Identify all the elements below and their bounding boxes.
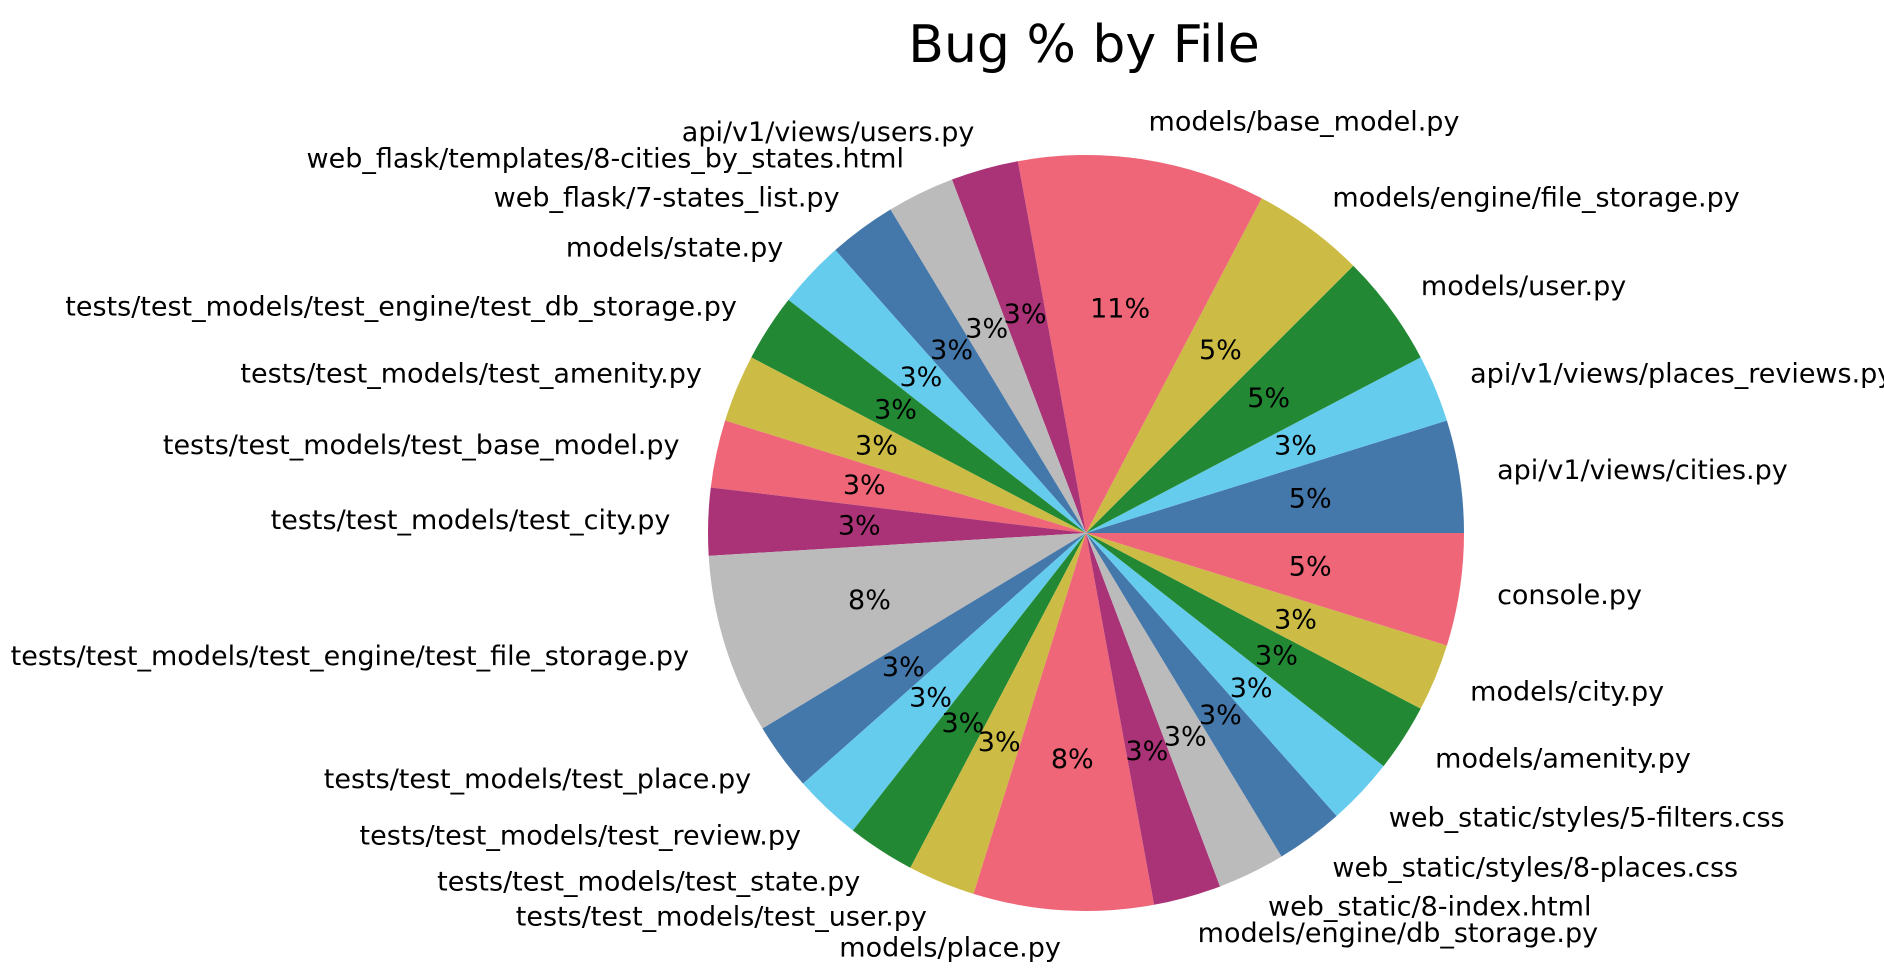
slice-category-label: tests/test_models/test_state.py [437,867,860,898]
pie-slice [951,161,1086,533]
pie-slice [708,533,1086,729]
slice-percent-label: 3% [838,511,881,542]
pie-slice [725,357,1086,533]
slice-percent-label: 3% [874,394,917,425]
pie-slice [1086,357,1447,533]
slice-category-label: tests/test_models/test_place.py [324,764,751,795]
slice-percent-label: 8% [848,585,891,616]
slice-percent-label: 5% [1289,483,1332,514]
pie-slice [1086,198,1354,534]
pie-slice [710,420,1086,533]
slice-percent-label: 5% [1199,335,1242,366]
slice-category-label: models/city.py [1470,677,1664,708]
slice-category-label: console.py [1497,580,1642,611]
slice-labels: api/v1/views/cities.py api/v1/views/place… [11,106,1884,963]
pie-slice [1086,533,1447,709]
slice-percent-label: 3% [930,335,973,366]
slice-percent-label: 3% [965,314,1008,345]
slice-category-label: models/user.py [1421,271,1626,302]
pie-slice [910,533,1086,894]
slice-category-label: web_static/styles/8-places.css [1332,852,1738,883]
slice-percent-label: 3% [882,652,925,683]
slice-category-label: tests/test_models/test_amenity.py [240,358,701,389]
slice-percent-label: 3% [1255,641,1298,672]
slice-category-label: models/state.py [566,233,783,264]
slice-category-label: models/amenity.py [1435,743,1691,774]
slice-percent-label: 3% [855,431,898,462]
slice-percent-label: 3% [1230,673,1273,704]
pie-slice [835,209,1086,533]
slice-percent-label: 3% [1004,299,1047,330]
pie-slice [973,533,1155,912]
slice-category-label: tests/test_models/test_engine/test_file_… [11,641,689,672]
slice-category-label: web_flask/templates/8-cities_by_states.h… [307,144,904,175]
pie-slice [708,487,1086,556]
slice-category-label: web_static/styles/5-filters.css [1389,803,1785,834]
slice-percent-label: 3% [1274,604,1317,635]
slice-percent-label: 8% [1051,744,1094,775]
slice-category-label: web_flask/7-states_list.py [494,183,840,214]
slice-category-label: models/engine/file_storage.py [1332,183,1739,214]
slice-category-label: web_static/8-index.html [1268,891,1591,922]
pie-slice [788,250,1086,533]
pie-slices [708,154,1464,912]
slice-percent-label: 3% [978,727,1021,758]
pie-slice [1086,533,1282,887]
pie-slice [1086,533,1337,857]
pie-slice [890,179,1086,533]
slice-category-label: api/v1/views/users.py [682,117,975,148]
pie-slice [1086,533,1221,905]
chart-title: Bug % by File [908,15,1259,75]
pie-slice [1086,533,1464,646]
slice-percent-label: 3% [941,708,984,739]
slice-category-label: models/base_model.py [1149,106,1460,137]
pie-slice [852,533,1086,868]
slice-category-label: tests/test_models/test_city.py [271,505,671,536]
percent-labels: 5%3%5%5%11%3%3%3%3%3%3%3%3%8%3%3%3%3%8% 3… [838,293,1332,775]
slice-category-label: tests/test_models/test_engine/test_db_st… [65,292,737,323]
pie-slice [1017,154,1262,533]
slice-percent-label: 3% [899,362,942,393]
slice-category-label: models/engine/db_storage.py [1198,918,1598,949]
slice-category-label: api/v1/views/cities.py [1497,455,1788,486]
slice-percent-label: 5% [1247,383,1290,414]
pie-slice [762,533,1086,784]
slice-percent-label: 11% [1090,293,1150,324]
slice-percent-label: 5% [1289,552,1332,583]
slice-category-label: tests/test_models/test_base_model.py [163,430,680,461]
slice-category-label: api/v1/views/places_reviews.py [1470,358,1884,389]
slice-category-label: models/place.py [839,933,1061,964]
slice-category-label: tests/test_models/test_user.py [516,902,927,933]
slice-percent-label: 3% [1274,431,1317,462]
pie-slice [1086,420,1464,533]
slice-percent-label: 3% [1125,736,1168,767]
pie-slice [1086,533,1421,767]
slice-percent-label: 3% [909,683,952,714]
pie-slice [1086,265,1421,533]
slice-percent-label: 3% [1164,721,1207,752]
slice-category-label: tests/test_models/test_review.py [360,820,801,851]
slice-percent-label: 3% [843,470,886,501]
slice-percent-label: 3% [1199,700,1242,731]
pie-slice [751,299,1086,533]
pie-slice [803,533,1086,831]
pie-slice [1086,533,1384,816]
